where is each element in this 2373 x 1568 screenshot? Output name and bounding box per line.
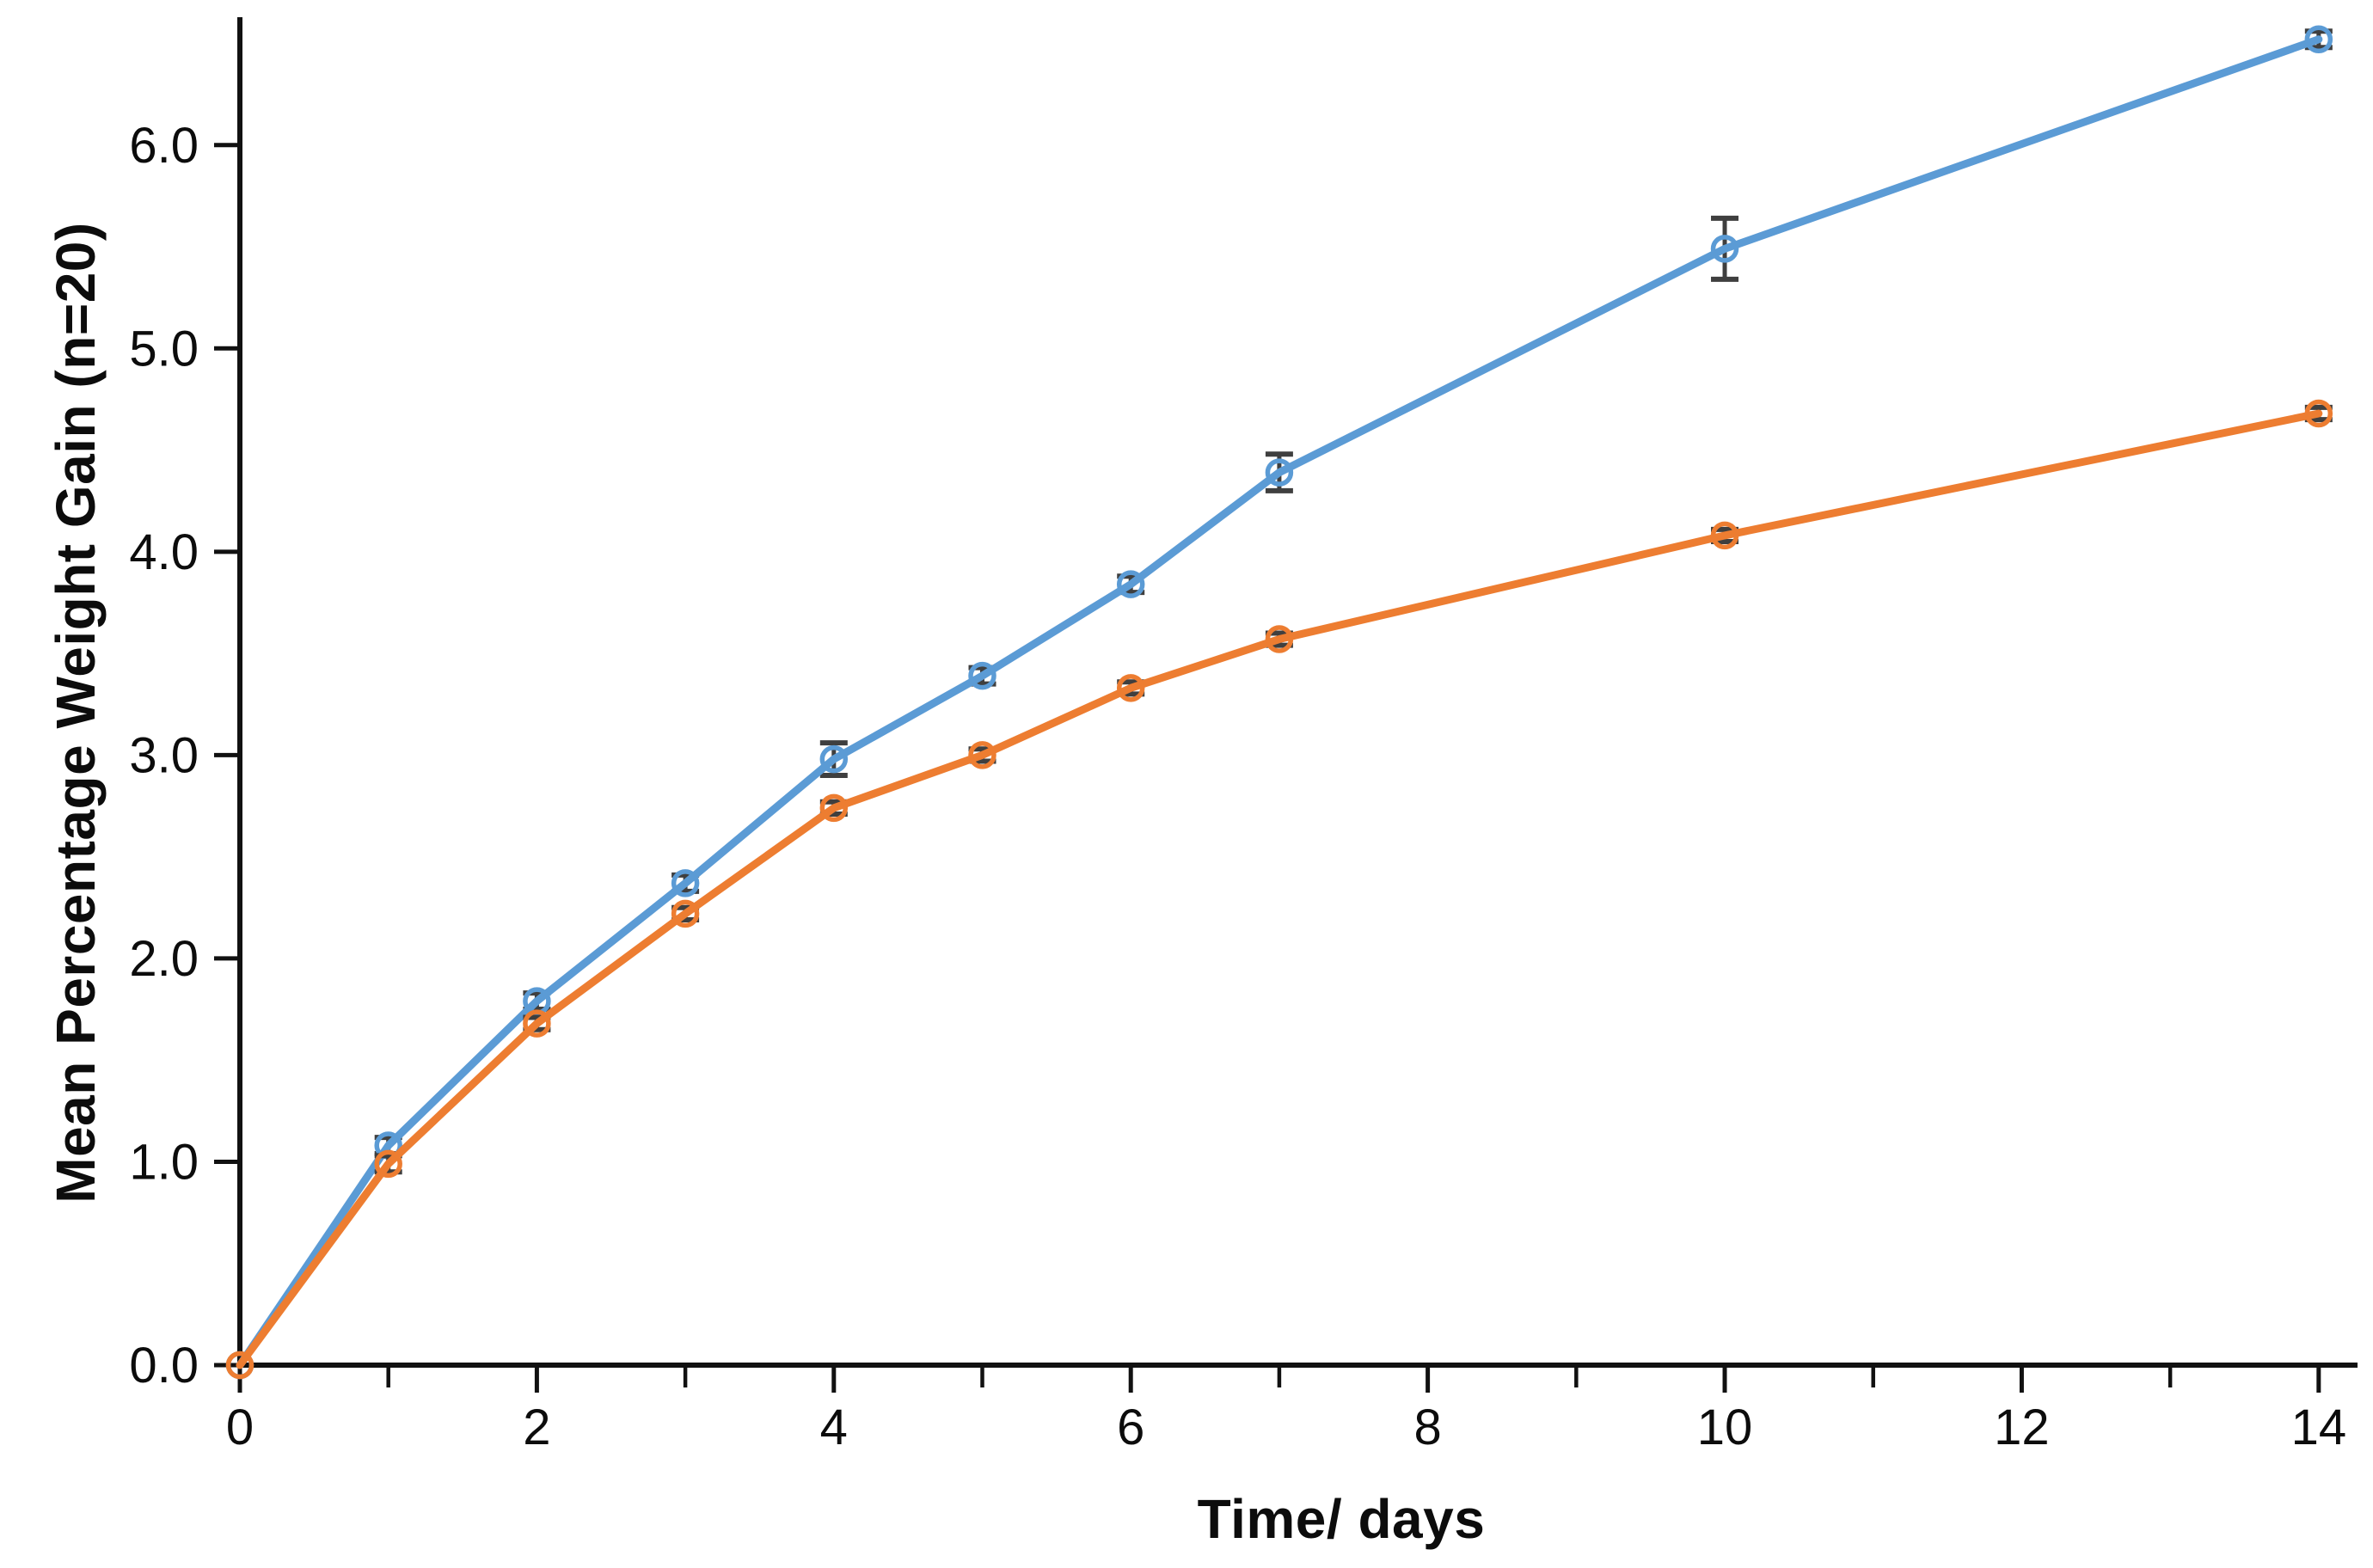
line-orange-series	[236, 409, 2323, 1369]
data-point-marker-orange-series	[1710, 521, 1739, 550]
data-point-marker-blue-series	[968, 661, 996, 690]
data-point-marker-orange-series	[1265, 625, 1294, 653]
x-tick-label: 12	[1994, 1400, 2050, 1455]
y-tick-label: 5.0	[129, 321, 199, 377]
data-point-marker-blue-series	[2304, 25, 2333, 54]
y-axis-title: Mean Percentage Weight Gain (n=20)	[45, 222, 107, 1204]
data-point-marker-orange-series	[819, 793, 849, 823]
x-tick-label: 2	[523, 1400, 550, 1455]
y-tick-label: 0.0	[129, 1338, 199, 1393]
x-tick-label: 14	[2291, 1400, 2347, 1455]
x-tick-label: 6	[1117, 1400, 1144, 1455]
y-tick-label: 6.0	[129, 118, 199, 174]
x-tick-label: 10	[1697, 1400, 1753, 1455]
y-tick-label: 1.0	[129, 1134, 199, 1190]
x-tick-label: 8	[1413, 1400, 1441, 1455]
y-tick-label: 3.0	[129, 727, 199, 783]
data-point-marker-orange-series	[1116, 674, 1145, 702]
y-tick-label: 4.0	[129, 524, 199, 580]
line-blue-series	[236, 35, 2323, 1369]
data-point-marker-orange-series	[523, 1009, 551, 1038]
y-tick-label: 2.0	[129, 931, 199, 987]
data-point-marker-orange-series	[225, 1351, 254, 1380]
data-point-marker-blue-series	[1116, 570, 1145, 598]
data-point-marker-orange-series	[968, 741, 996, 769]
data-point-marker-orange-series	[671, 899, 700, 928]
x-tick-label: 0	[226, 1400, 254, 1455]
x-axis-title: Time/ days	[1197, 1488, 1486, 1550]
x-tick-label: 4	[820, 1400, 848, 1455]
data-point-marker-blue-series	[819, 744, 849, 774]
data-point-marker-orange-series	[2304, 399, 2333, 428]
data-point-marker-orange-series	[374, 1149, 402, 1179]
data-point-marker-blue-series	[671, 869, 700, 897]
data-point-marker-blue-series	[1710, 235, 1739, 263]
data-point-marker-blue-series	[1265, 458, 1294, 487]
